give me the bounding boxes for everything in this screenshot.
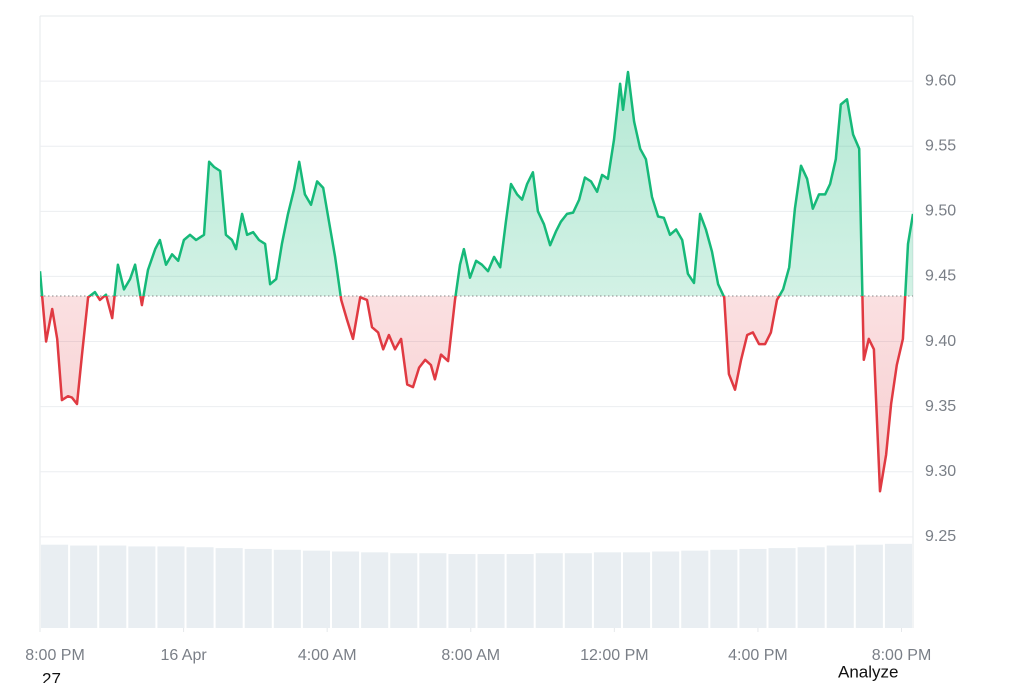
line-up — [40, 70, 913, 296]
line-down — [40, 295, 907, 493]
y-tick-label: 9.55 — [925, 137, 956, 154]
volume-bar — [477, 554, 505, 628]
x-tick-label: 8:00 PM — [872, 647, 932, 664]
x-tick-label: 4:00 AM — [298, 647, 357, 664]
volume-bar — [884, 543, 912, 628]
volume-bar — [41, 544, 69, 628]
x-tick-label: 8:00 PM — [25, 647, 85, 664]
y-tick-label: 9.35 — [925, 398, 956, 415]
volume-bar — [623, 552, 651, 628]
volume-bar — [332, 551, 360, 628]
volume-bar — [361, 552, 389, 628]
volume-bar — [768, 548, 796, 628]
volume-bar — [681, 550, 709, 628]
volume-bar — [826, 545, 854, 628]
volume-bar — [448, 554, 476, 628]
volume-bar — [739, 548, 767, 628]
x-tick-label: 8:00 AM — [441, 647, 500, 664]
y-tick-label: 9.40 — [925, 333, 956, 350]
volume-bar — [157, 546, 185, 628]
volume-bar — [302, 550, 330, 628]
volume-bar — [593, 552, 621, 628]
y-tick-label: 9.60 — [925, 72, 956, 89]
volume-bar — [215, 548, 243, 628]
volume-bar — [535, 553, 563, 628]
y-tick-label: 9.30 — [925, 463, 956, 480]
x-tick-label: 4:00 PM — [728, 647, 788, 664]
volume-bar — [186, 547, 214, 628]
volume-bar — [70, 545, 98, 628]
footer-left: 27 — [42, 669, 61, 683]
y-tick-label: 9.45 — [925, 268, 956, 285]
volume-bar — [855, 544, 883, 628]
x-tick-label: 12:00 PM — [580, 647, 648, 664]
volume-bar — [652, 551, 680, 628]
x-tick-label: 16 Apr — [160, 647, 207, 664]
area-up — [40, 72, 913, 296]
volume-bar — [710, 549, 738, 628]
volume-bar — [419, 553, 447, 628]
volume-bar — [244, 548, 272, 628]
volume-bar — [273, 549, 301, 628]
volume-bar — [390, 553, 418, 628]
volume-bar — [99, 545, 127, 628]
volume-bar — [506, 554, 534, 628]
volume-bar — [128, 546, 156, 628]
y-tick-label: 9.50 — [925, 203, 956, 220]
y-tick-label: 9.25 — [925, 528, 956, 545]
volume-bar — [797, 547, 825, 628]
footer-right[interactable]: Analyze — [838, 662, 898, 681]
volume-bar — [564, 553, 592, 628]
